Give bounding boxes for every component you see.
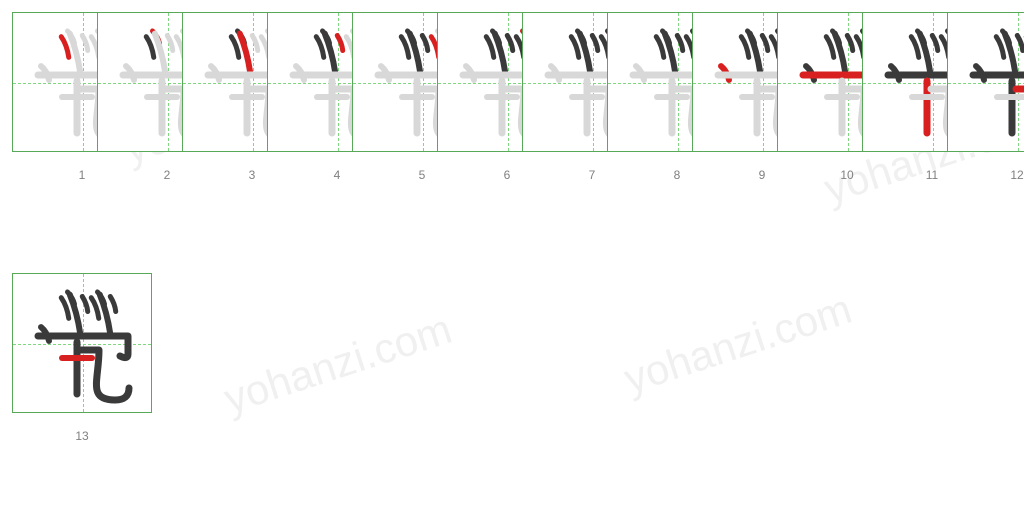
stroke-step-cell: 2 <box>85 0 170 261</box>
stroke-step-cell: 7 <box>510 0 595 261</box>
stroke-step-cell: 5 <box>340 0 425 261</box>
stroke-step-cell: 12 <box>935 0 1020 261</box>
step-number: 12 <box>947 168 1024 182</box>
stroke-step-cell: 1 <box>0 0 85 261</box>
stroke-step-cell: 3 <box>170 0 255 261</box>
stroke-step-cell: 4 <box>255 0 340 261</box>
watermark: yohanzi.com <box>218 305 457 424</box>
stroke-step-cell: 10 <box>765 0 850 261</box>
stroke-step-cell: 9 <box>680 0 765 261</box>
watermark: yohanzi.com <box>618 285 857 404</box>
stroke-svg <box>948 13 1024 153</box>
stroke-svg <box>13 274 153 414</box>
character-box <box>12 273 152 413</box>
stroke-order-grid: yohanzi.comyohanzi.comyohanzi.comyohanzi… <box>0 0 1024 522</box>
stroke-step-cell: 11 <box>850 0 935 261</box>
stroke-step-cell: 13 <box>0 261 85 522</box>
stroke-step-cell: 8 <box>595 0 680 261</box>
step-number: 13 <box>12 429 152 443</box>
character-box <box>947 12 1024 152</box>
stroke-step-cell: 6 <box>425 0 510 261</box>
